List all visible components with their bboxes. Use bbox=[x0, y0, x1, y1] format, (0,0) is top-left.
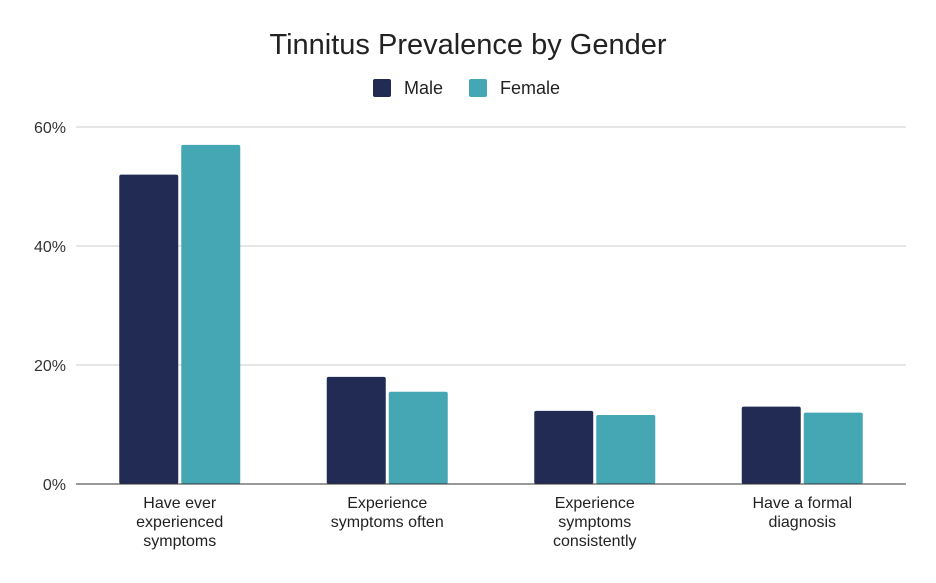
y-axis: 0% 20% 40% 60% bbox=[34, 120, 66, 494]
legend-label: Male bbox=[404, 78, 443, 98]
bar-male bbox=[326, 376, 386, 484]
bar-female bbox=[596, 414, 656, 484]
bar-male bbox=[119, 174, 179, 484]
legend: Male Female bbox=[373, 78, 560, 98]
x-tick-label: Experience symptoms consistently bbox=[553, 495, 637, 550]
x-tick-label: Have a formal diagnosis bbox=[752, 495, 852, 531]
x-tick-label: Experience symptoms often bbox=[331, 495, 444, 531]
y-tick-label: 0% bbox=[43, 477, 66, 494]
bar-female bbox=[388, 391, 448, 484]
y-tick-label: 60% bbox=[34, 120, 66, 137]
legend-item-male: Male bbox=[373, 78, 443, 98]
bar-female bbox=[803, 412, 863, 484]
legend-item-female: Female bbox=[469, 78, 560, 98]
bar-female bbox=[181, 144, 241, 484]
bars bbox=[119, 144, 863, 484]
y-tick-label: 40% bbox=[34, 239, 66, 256]
legend-label: Female bbox=[500, 78, 560, 98]
legend-swatch bbox=[469, 79, 487, 97]
chart-title: Tinnitus Prevalence by Gender bbox=[269, 29, 666, 61]
x-tick-label: Have ever experienced symptoms bbox=[136, 495, 223, 550]
bar-male bbox=[741, 406, 801, 484]
x-axis: Have ever experienced symptoms Experience sy… bbox=[76, 483, 906, 550]
legend-swatch bbox=[373, 79, 391, 97]
y-tick-label: 20% bbox=[34, 358, 66, 375]
bar-male bbox=[534, 410, 594, 484]
